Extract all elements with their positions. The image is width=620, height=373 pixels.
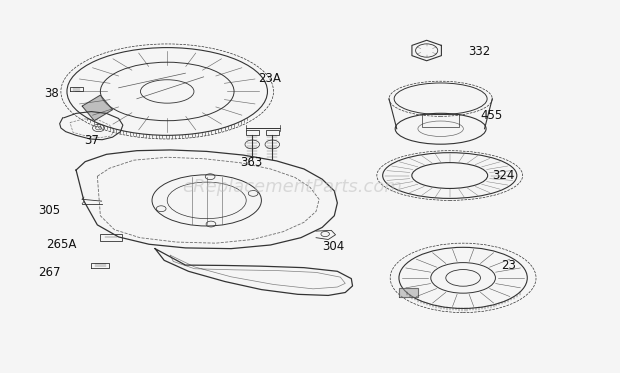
Text: 23A: 23A bbox=[259, 72, 281, 85]
Text: 332: 332 bbox=[468, 45, 490, 58]
Text: 363: 363 bbox=[240, 156, 262, 169]
Text: 324: 324 bbox=[492, 169, 515, 182]
Text: 37: 37 bbox=[84, 134, 99, 147]
Polygon shape bbox=[399, 288, 417, 297]
Bar bbox=[246, 130, 259, 135]
Polygon shape bbox=[82, 95, 113, 121]
Text: 455: 455 bbox=[480, 109, 502, 122]
Text: eReplacementParts.com: eReplacementParts.com bbox=[182, 178, 402, 195]
Bar bbox=[422, 115, 459, 127]
Bar bbox=[100, 234, 122, 241]
Text: 305: 305 bbox=[38, 204, 61, 217]
Bar bbox=[265, 130, 279, 135]
Text: 304: 304 bbox=[322, 240, 344, 253]
Text: 267: 267 bbox=[38, 266, 61, 279]
Text: 23: 23 bbox=[502, 258, 516, 272]
Text: 265A: 265A bbox=[46, 238, 76, 251]
Text: 38: 38 bbox=[44, 87, 59, 100]
